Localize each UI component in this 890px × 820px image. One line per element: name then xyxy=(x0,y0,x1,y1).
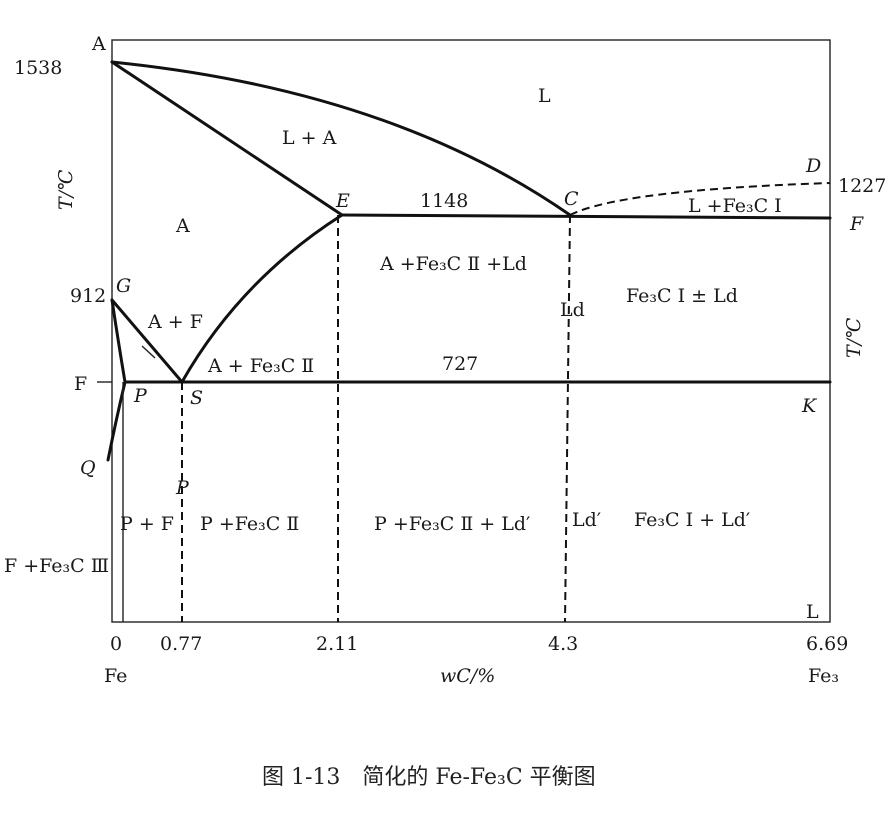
point-S-label: S xyxy=(190,387,203,409)
temp-727-label: 727 xyxy=(442,353,478,375)
temp-912-label: 912 xyxy=(70,285,106,307)
point-F-left-label: F xyxy=(74,373,87,395)
phase-L-label: L xyxy=(538,85,551,107)
tick-mark-AF xyxy=(141,345,156,359)
phase-Fe3CILd-label: Fe₃C Ⅰ ± Ld xyxy=(626,285,738,307)
point-G-label: G xyxy=(116,275,131,297)
x-left-name: Fe xyxy=(104,665,127,687)
temp-1538-label: 1538 xyxy=(14,57,62,79)
y-axis-label-right: T/℃ xyxy=(843,318,865,358)
line-ECF-1148 xyxy=(340,213,832,220)
line-CD-liquidus xyxy=(569,182,831,216)
phase-FFe3CIII-label: F +Fe₃C Ⅲ xyxy=(4,555,109,577)
point-Q-label: Q xyxy=(80,457,96,479)
line-ES xyxy=(180,213,344,384)
temp-1227-label: 1227 xyxy=(838,175,886,197)
line-AE xyxy=(110,60,344,217)
phase-Fe3CILdp-label: Fe₃C Ⅰ + Ld′ xyxy=(634,509,750,531)
phase-PFe3CIILdp-label: P +Fe₃C Ⅱ + Ld′ xyxy=(374,513,530,535)
phase-PF-label: P + F xyxy=(120,513,174,535)
phase-Ld-label: Ld xyxy=(560,299,585,321)
x-tick-label: 6.69 xyxy=(806,633,848,655)
line-AC-liquidus xyxy=(110,60,572,217)
line-GS xyxy=(110,298,184,384)
x-right-name: Fe₃ xyxy=(808,665,839,687)
phase-AF-label: A + F xyxy=(147,311,203,333)
point-F-right-label: F xyxy=(849,213,864,235)
line-GP xyxy=(110,298,127,384)
point-A-label: A xyxy=(91,33,106,55)
point-L-corner-label: L xyxy=(806,601,819,623)
x-axis-label: wC/% xyxy=(440,665,495,687)
x-tick-label: 2.11 xyxy=(316,633,358,655)
phase-AFe3CIILd-label: A +Fe₃C Ⅱ +Ld xyxy=(379,253,527,275)
phase-LA-label: L + A xyxy=(282,127,337,149)
point-P-label: P xyxy=(133,385,148,407)
phase-Ldp-label: Ld′ xyxy=(572,509,601,531)
diagram-frame xyxy=(111,39,831,623)
point-P-lower-label: P xyxy=(175,477,190,499)
point-D-label: D xyxy=(805,155,821,177)
phase-A-label: A xyxy=(175,215,190,237)
point-C-label: C xyxy=(564,188,579,210)
x-tick-label: 4.3 xyxy=(548,633,578,655)
x-tick-label: 0.77 xyxy=(160,633,202,655)
point-K-label: K xyxy=(801,395,818,417)
point-E-label: E xyxy=(335,190,350,212)
y-axis-label-left: T/℃ xyxy=(55,170,77,210)
x-axis-ticks: 0 0.77 2.11 4.3 6.69 xyxy=(110,633,848,655)
x-tick-label: 0 xyxy=(110,633,122,655)
vline-43 xyxy=(564,214,571,623)
phase-LFe3CI-label: L +Fe₃C Ⅰ xyxy=(688,195,782,217)
phase-AFe3CII-label: A + Fe₃C Ⅱ xyxy=(207,355,314,377)
figure-caption: 图 1-13 简化的 Fe-Fe₃C 平衡图 xyxy=(262,765,596,790)
phase-PFe3CII-label: P +Fe₃C Ⅱ xyxy=(200,513,299,535)
temp-1148-label: 1148 xyxy=(420,190,468,212)
